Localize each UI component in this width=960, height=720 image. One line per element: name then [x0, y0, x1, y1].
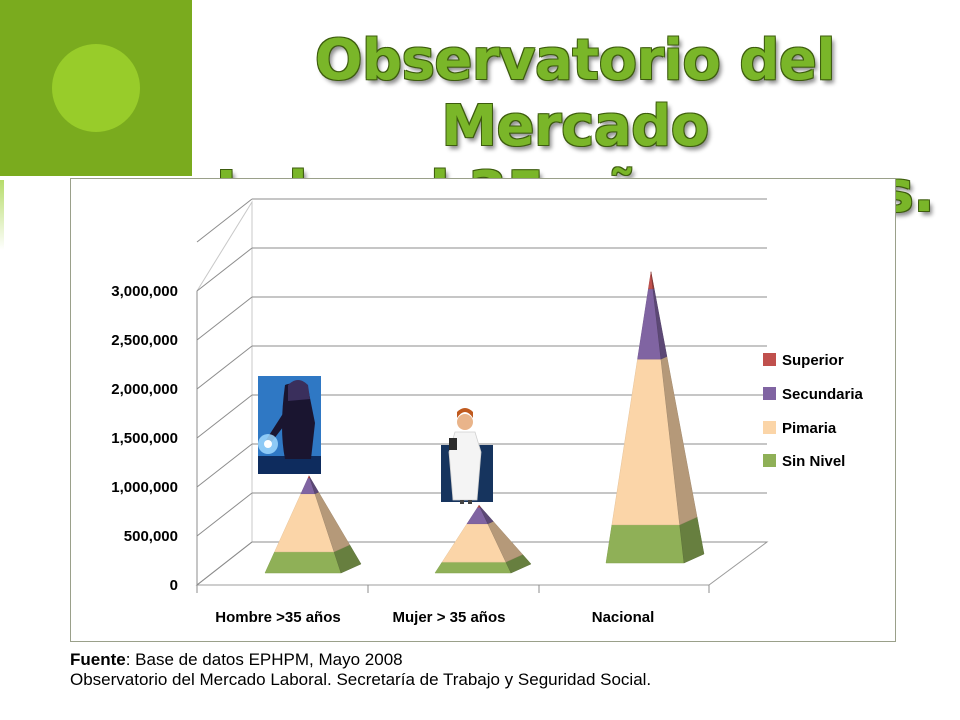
segment-pimaria: [611, 356, 698, 526]
welder-bench: [258, 456, 321, 474]
decorative-green-block: [0, 0, 192, 176]
side-face: [308, 475, 311, 479]
gridline-diagonal: [196, 296, 253, 341]
source-line-1: Fuente: Base de datos EPHPM, Mayo 2008: [70, 650, 651, 670]
side-wall: [196, 200, 253, 587]
doctor-clipboard: [449, 438, 457, 450]
gridline-diagonal: [196, 198, 253, 243]
legend-label: Secundaria: [782, 386, 864, 403]
gridline-diagonal: [196, 345, 253, 390]
y-tick-label: 500,000: [124, 528, 178, 545]
category-label: Mujer > 35 años: [393, 609, 506, 626]
legend-label: Superior: [782, 352, 844, 369]
segment-secundaria: [466, 506, 494, 525]
gridline-diagonal: [196, 247, 253, 292]
welder-mask: [288, 380, 310, 401]
segment-pimaria: [441, 521, 524, 563]
pyramid-1: [264, 475, 362, 574]
source-line-1-text: : Base de datos EPHPM, Mayo 2008: [125, 650, 403, 669]
front-face: [605, 524, 685, 564]
segment-secundaria: [637, 287, 668, 360]
legend-item-sin-nivel: Sin Nivel: [763, 453, 845, 470]
decorative-strip: [0, 180, 4, 250]
category-label: Nacional: [592, 609, 655, 626]
side-face: [650, 271, 655, 290]
segment-superior: [307, 475, 311, 479]
welder-body: [282, 383, 315, 459]
y-tick-label: 2,500,000: [111, 332, 178, 349]
doctor-shoes: [460, 500, 472, 504]
y-tick-label: 3,000,000: [111, 283, 178, 300]
legend-swatch: [763, 454, 776, 467]
segment-sin-nivel: [434, 554, 532, 574]
source-note: Fuente: Base de datos EPHPM, Mayo 2008 O…: [70, 650, 651, 690]
front-face: [264, 551, 342, 574]
gridline-diagonal: [196, 492, 253, 537]
y-tick-label: 0: [170, 577, 178, 594]
segment-superior: [477, 504, 482, 508]
segment-pimaria: [274, 491, 351, 553]
legend-label: Pimaria: [782, 420, 837, 437]
front-face: [434, 561, 512, 574]
source-line-2: Observatorio del Mercado Laboral. Secret…: [70, 670, 652, 689]
slide-title-line-1: Observatorio del Mercado: [314, 28, 836, 159]
category-label: Hombre >35 años: [215, 609, 340, 626]
y-tick-label: 2,000,000: [111, 381, 178, 398]
pyramid-2: [434, 504, 532, 574]
welder-clipart: [258, 376, 321, 474]
source-label: Fuente: [70, 650, 126, 669]
legend-swatch: [763, 353, 776, 366]
gridline-diagonal: [196, 443, 253, 488]
segment-secundaria: [300, 477, 319, 495]
doctor-hair: [457, 408, 473, 418]
gridline-diagonal: [196, 394, 253, 439]
side-face: [478, 505, 482, 508]
segment-sin-nivel: [605, 516, 705, 564]
segment-superior: [648, 271, 655, 290]
legend-label: Sin Nivel: [782, 453, 845, 470]
gridline-diagonal: [196, 541, 253, 586]
legend-item-pimaria: Pimaria: [763, 420, 837, 437]
legend-swatch: [763, 421, 776, 434]
legend-item-superior: Superior: [763, 352, 844, 369]
doctor-head: [457, 414, 473, 430]
weld-spark-core: [264, 440, 272, 448]
legend-swatch: [763, 387, 776, 400]
decorative-circle: [52, 44, 140, 132]
y-tick-label: 1,500,000: [111, 430, 178, 447]
doctor-clipart: [441, 408, 493, 504]
segment-sin-nivel: [264, 544, 362, 574]
y-tick-label: 1,000,000: [111, 479, 178, 496]
pyramid-3: [605, 271, 705, 564]
legend-item-secundaria: Secundaria: [763, 386, 864, 403]
